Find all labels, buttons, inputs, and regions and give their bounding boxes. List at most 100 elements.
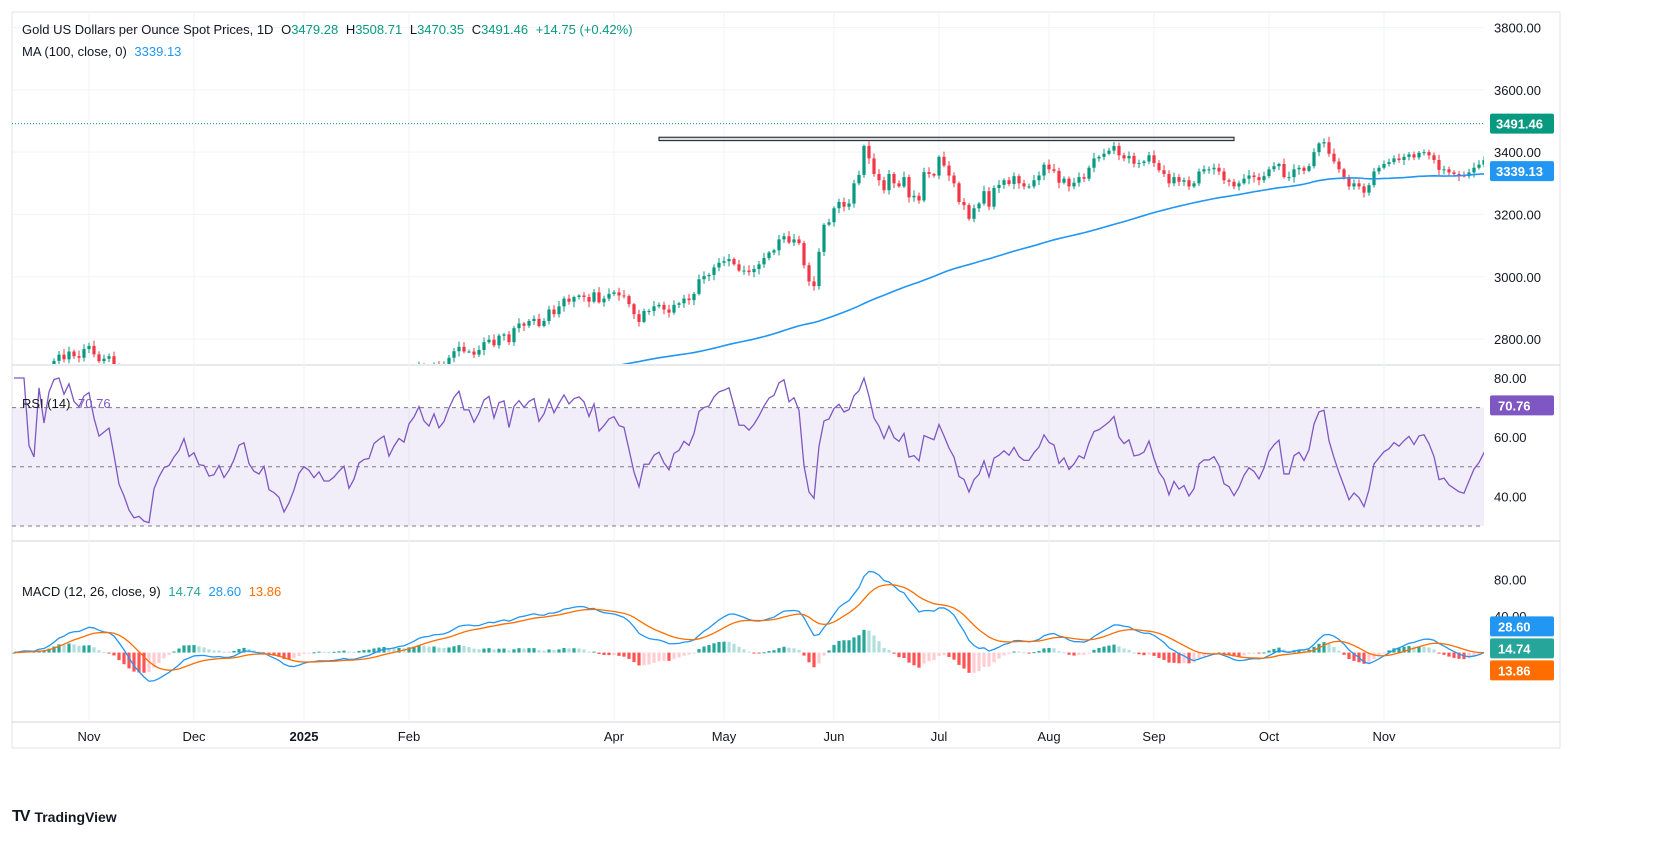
macd-histogram-bar [1382, 652, 1386, 654]
macd-histogram-bar [1372, 652, 1376, 660]
candle-body [1332, 153, 1336, 162]
candle-body [1262, 176, 1266, 181]
candle-body [592, 292, 596, 302]
candle-body [1122, 155, 1126, 159]
candle-body [872, 158, 876, 174]
signal-line [13, 583, 1484, 671]
change-value: +14.75 (+0.42%) [535, 22, 633, 37]
macd-histogram-bar [1042, 648, 1046, 653]
macd-histogram-bar [112, 652, 116, 656]
candle-body [857, 174, 861, 184]
candle-body [1257, 177, 1261, 181]
candle-body [1362, 186, 1366, 193]
macd-histogram-bar [1152, 652, 1156, 656]
macd-histogram-bar [1027, 652, 1031, 654]
macd-histogram-bar [362, 650, 366, 653]
candle-body [52, 360, 56, 364]
candle-body [317, 391, 320, 393]
macd-histogram-bar [352, 651, 356, 653]
macd-histogram-bar [507, 650, 511, 653]
candle-body [1052, 169, 1056, 171]
macd-histogram-bar [737, 646, 741, 653]
macd-legend-hist: 14.74 [168, 584, 201, 599]
macd-histogram-bar [857, 635, 861, 653]
candle-body [767, 252, 771, 259]
macd-histogram-bar [557, 649, 561, 653]
macd-histogram-bar [512, 649, 516, 653]
macd-histogram-bar [1122, 648, 1126, 653]
open-value: 3479.28 [291, 22, 339, 37]
macd-histogram-bar [1327, 643, 1331, 653]
rsi-value-badge: 70.76 [1498, 398, 1531, 413]
candle-body [1077, 177, 1081, 183]
candle-body [612, 292, 616, 294]
macd-histogram-bar [1362, 652, 1366, 664]
macd-histogram-bar [212, 650, 216, 653]
candle-body [1227, 180, 1231, 182]
candle-body [797, 239, 801, 244]
candle-body [157, 392, 160, 398]
candle-body [1297, 167, 1301, 170]
macd-histogram-bar [717, 641, 721, 653]
candle-body [427, 368, 430, 369]
macd-histogram-bar [1422, 646, 1426, 653]
macd-histogram-bar [1102, 646, 1106, 653]
candle-body [787, 236, 791, 243]
macd-histogram-bar [52, 646, 56, 653]
macd-histogram-bar [677, 652, 681, 658]
macd-histogram-bar [922, 652, 926, 664]
candle-body [737, 264, 741, 271]
candle-body [1442, 169, 1446, 171]
macd-histogram-bar [612, 652, 616, 656]
candle-body [1457, 173, 1461, 176]
date-tick-label: Apr [604, 729, 625, 744]
rsi-tick-label: 80.00 [1494, 371, 1527, 386]
macd-histogram-bar [142, 652, 146, 673]
macd-histogram-bar [1032, 652, 1036, 654]
candle-body [1087, 167, 1091, 179]
rsi-tick-label: 40.00 [1494, 489, 1527, 504]
candle-body [12, 383, 15, 384]
candle-body [327, 395, 330, 396]
macd-histogram-bar [657, 652, 661, 662]
macd-histogram-bar [82, 645, 86, 653]
ma-value-badge: 3339.13 [1496, 164, 1543, 179]
tradingview-logo: TV [12, 808, 31, 825]
candle-body [47, 367, 50, 376]
candle-body [477, 349, 481, 355]
macd-histogram-bar [1192, 652, 1196, 663]
macd-value-badge: 28.60 [1498, 619, 1531, 634]
macd-histogram-bar [912, 652, 916, 666]
candle-body [87, 345, 91, 350]
macd-histogram-bar [1477, 652, 1481, 655]
macd-histogram-bar [1287, 650, 1291, 653]
macd-histogram-bar [1267, 650, 1271, 653]
rsi-line [14, 375, 1484, 524]
macd-histogram-bar [482, 648, 486, 653]
macd-histogram-bar [47, 648, 51, 653]
macd-histogram-bar [1162, 652, 1166, 660]
macd-histogram-bar [537, 650, 541, 653]
last-price-badge-bg [1490, 113, 1554, 134]
candle-body [1172, 177, 1176, 184]
date-tick-label: Jul [931, 729, 948, 744]
candle-body [527, 321, 531, 326]
candle-body [952, 175, 956, 184]
candle-body [582, 295, 586, 298]
candle-body [1502, 137, 1505, 144]
candle-body [622, 295, 626, 297]
macd-histogram-bar [542, 650, 546, 653]
macd-histogram-bar [157, 652, 161, 664]
macd-histogram-bar [992, 652, 996, 663]
macd-histogram-bar [1167, 652, 1171, 663]
symbol-title: Gold US Dollars per Ounce Spot Prices, 1… [22, 22, 274, 37]
candle-body [807, 265, 811, 282]
macd-histogram-bar [412, 646, 416, 653]
macd-histogram-bar [182, 645, 186, 653]
macd-histogram-bar [607, 652, 611, 656]
tradingview-footer[interactable]: TV TradingView [12, 808, 117, 826]
candle-body [292, 398, 295, 403]
macd-histogram-bar [667, 652, 671, 661]
